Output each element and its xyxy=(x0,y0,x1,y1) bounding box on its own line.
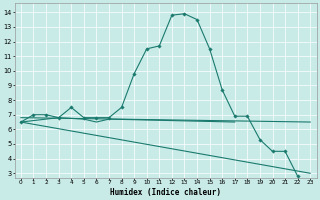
X-axis label: Humidex (Indice chaleur): Humidex (Indice chaleur) xyxy=(110,188,221,197)
